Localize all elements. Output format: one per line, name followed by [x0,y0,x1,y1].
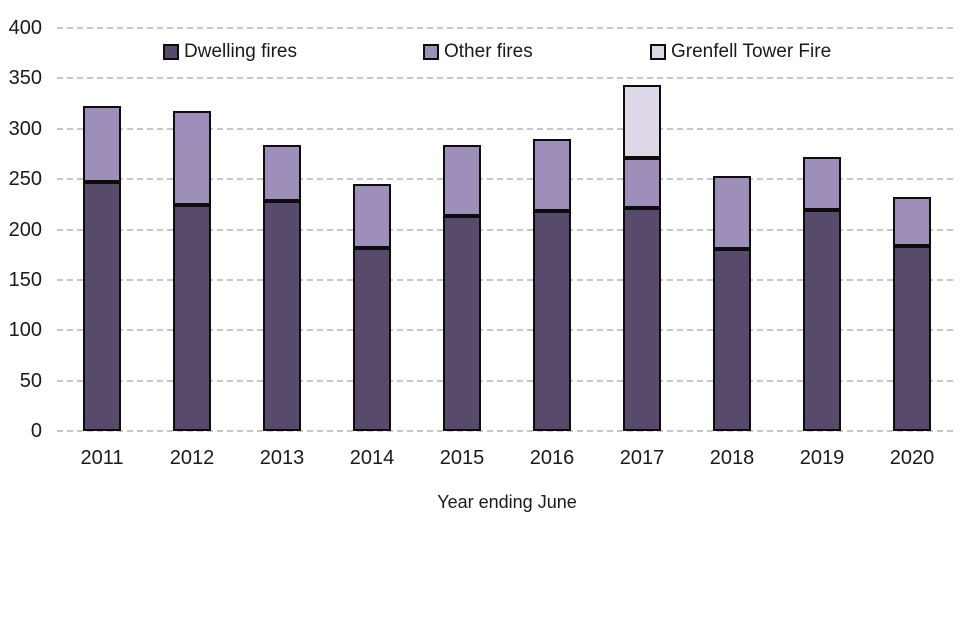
bar-segment-2017-other-fires [623,157,661,209]
bar-2014 [353,184,391,431]
y-tick-label-100: 100 [8,319,42,342]
bar-2017 [623,85,661,431]
x-tick-label-2011: 2011 [80,447,124,469]
bar-segment-2014-other-fires [353,184,391,248]
y-tick-label-350: 350 [8,67,42,90]
bar-2013 [263,144,301,431]
bar-segment-2019-dwelling-fires [803,210,841,431]
x-axis-title: Year ending June [437,492,577,512]
bar-segment-2020-dwelling-fires [893,245,931,431]
bar-2020 [893,197,931,431]
x-tick-label-2016: 2016 [529,447,575,469]
bar-segment-2012-other-fires [173,110,211,206]
y-tick-label-250: 250 [8,168,42,191]
bar-segment-2018-other-fires [713,176,751,249]
bar-segment-2015-dwelling-fires [443,216,481,431]
bar-2016 [533,138,571,431]
bar-segment-2016-dwelling-fires [533,211,571,431]
legend-item-dwelling-fires: Dwelling fires [163,42,297,62]
gridline-150 [57,278,957,281]
bar-segment-2019-other-fires [803,156,841,211]
y-tick-label-400: 400 [8,17,42,39]
bar-segment-2015-other-fires [443,144,481,217]
legend-label-other-fires: Other fires [444,41,533,62]
bar-segment-2017-grenfell-tower-fire [623,85,661,158]
gridline-200 [57,228,957,231]
bar-segment-2020-other-fires [893,197,931,246]
y-tick-label-200: 200 [8,218,42,241]
bar-2018 [713,176,751,431]
legend-swatch-other-fires [423,44,439,60]
gridline-50 [57,379,957,382]
bar-segment-2013-other-fires [263,144,301,202]
gridline-350 [57,77,957,80]
legend-item-grenfell-tower-fire: Grenfell Tower Fire [650,42,831,62]
y-tick-label-0: 0 [30,420,42,442]
bar-segment-2016-other-fires [533,138,571,212]
x-tick-label-2012: 2012 [169,447,215,469]
bar-segment-2018-dwelling-fires [713,248,751,431]
gridline-400 [57,27,957,29]
x-tick-label-2014: 2014 [349,447,395,469]
bar-segment-2017-dwelling-fires [623,208,661,431]
x-tick-label-2019: 2019 [799,447,845,469]
x-tick-label-2018: 2018 [709,447,755,469]
gridline-250 [57,178,957,181]
bar-segment-2012-dwelling-fires [173,205,211,431]
legend-swatch-dwelling-fires [163,44,179,60]
bar-2019 [803,156,841,431]
legend-swatch-grenfell-tower-fire [650,44,666,60]
y-tick-label-300: 300 [8,117,42,140]
x-tick-label-2015: 2015 [439,447,485,469]
x-tick-label-2013: 2013 [259,447,305,469]
y-tick-label-50: 50 [19,369,42,392]
bar-segment-2011-dwelling-fires [83,182,121,431]
bar-segment-2011-other-fires [83,105,121,183]
plot-area [57,27,957,432]
bar-2012 [173,110,211,431]
x-tick-label-2017: 2017 [619,447,665,469]
gridline-100 [57,329,957,332]
bar-2015 [443,144,481,431]
x-tick-label-2020: 2020 [889,447,935,469]
bar-segment-2014-dwelling-fires [353,247,391,431]
legend-label-grenfell-tower-fire: Grenfell Tower Fire [671,41,832,62]
bar-segment-2013-dwelling-fires [263,201,301,431]
y-tick-label-150: 150 [8,268,42,291]
gridline-0 [57,430,957,432]
gridline-300 [57,127,957,130]
legend-item-other-fires: Other fires [423,42,533,62]
bar-2011 [83,105,121,431]
legend-label-dwelling-fires: Dwelling fires [184,41,297,62]
